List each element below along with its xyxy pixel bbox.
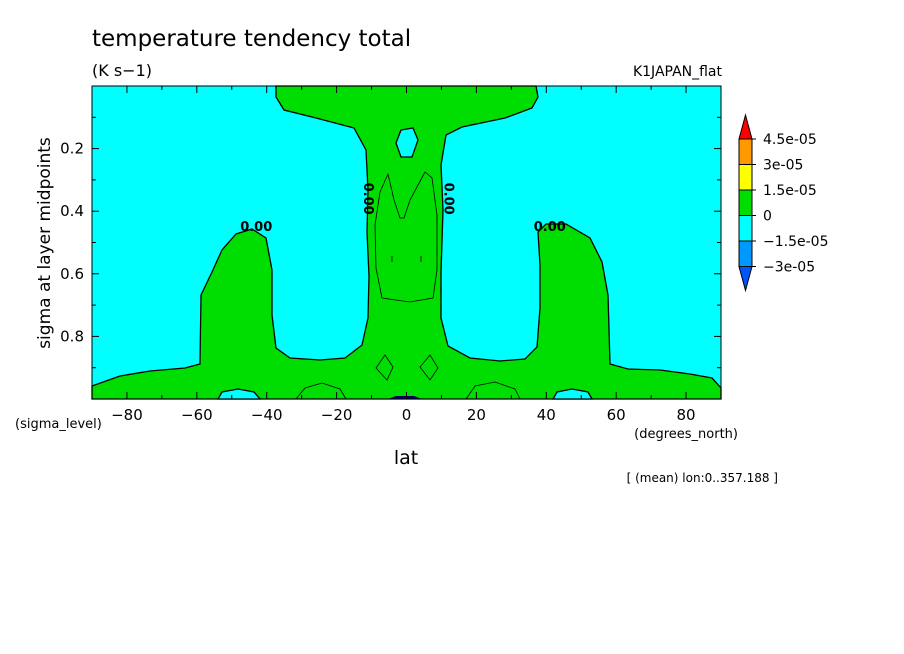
contour-low-loop-west [375,354,394,381]
chart-units: (K s−1) [92,61,152,80]
x-tick-label: −20 [321,406,353,424]
plot-area [91,85,722,400]
dataset-name: K1JAPAN_flat [633,64,723,80]
colorbar-segment [738,215,753,242]
field-negative-island [395,127,419,158]
colorbar-segment [738,138,753,165]
colorbar-segment [738,240,753,267]
contour-low-arc-west [295,382,347,400]
footnote: [ (mean) lon:0..357.188 ] [627,471,778,485]
x-tick-label: 0 [402,406,412,424]
x-tick-label: 40 [537,406,556,424]
colorbar-level-label: −3e-05 [763,260,815,276]
x-tick-label: 60 [607,406,626,424]
colorbar-segment [738,164,753,191]
strong-negative-spot [388,396,422,399]
contour-labels: 0.00 0.00 0.00 0.00 [240,183,566,235]
x-axis: −80 −60 −40 −20 0 20 40 60 80 [91,86,722,424]
y-variable-label: (sigma_level) [15,417,102,432]
x-tick-label: −60 [181,406,213,424]
colorbar-level-label: −1.5e-05 [763,234,828,250]
colorbar-level-label: 4.5e-05 [763,132,817,148]
contour-label: 0.00 [360,183,375,215]
colorbar: 4.5e-05 3e-05 1.5e-05 0 −1.5e-05 −3e-05 [738,113,828,293]
contour-label: 0.00 [534,220,566,235]
colorbar-bottom-arrow [738,266,753,293]
x-tick-label: −80 [111,406,143,424]
x-axis-title: lat [394,447,418,469]
x-tick-label: 80 [677,406,696,424]
contour-low-arc-east [465,381,521,400]
colorbar-level-label: 3e-05 [763,158,803,174]
y-axis-title: sigma at layer midpoints [35,137,55,349]
colorbar-top-arrow [738,113,753,140]
y-tick-label: 0.4 [60,202,84,220]
contour-central-loop [374,171,438,303]
y-axis: 0.2 0.4 0.6 0.8 [60,116,721,400]
colorbar-level-label: 0 [763,209,772,225]
y-tick-label: 0.2 [60,140,84,158]
y-tick-label: 0.6 [60,265,84,283]
contour-label: 0.00 [240,220,272,235]
colorbar-segment [738,189,753,216]
y-tick-label: 0.8 [60,327,84,345]
internal-contours [295,171,521,400]
x-tick-label: 20 [467,406,486,424]
colorbar-level-label: 1.5e-05 [763,183,817,199]
x-variable-label: (degrees_north) [634,427,738,442]
chart-title: temperature tendency total [92,26,411,52]
x-tick-label: −40 [251,406,283,424]
contour-label: 0.00 [440,183,455,215]
contour-low-loop-east [419,354,439,381]
field-positive-region [91,85,722,400]
